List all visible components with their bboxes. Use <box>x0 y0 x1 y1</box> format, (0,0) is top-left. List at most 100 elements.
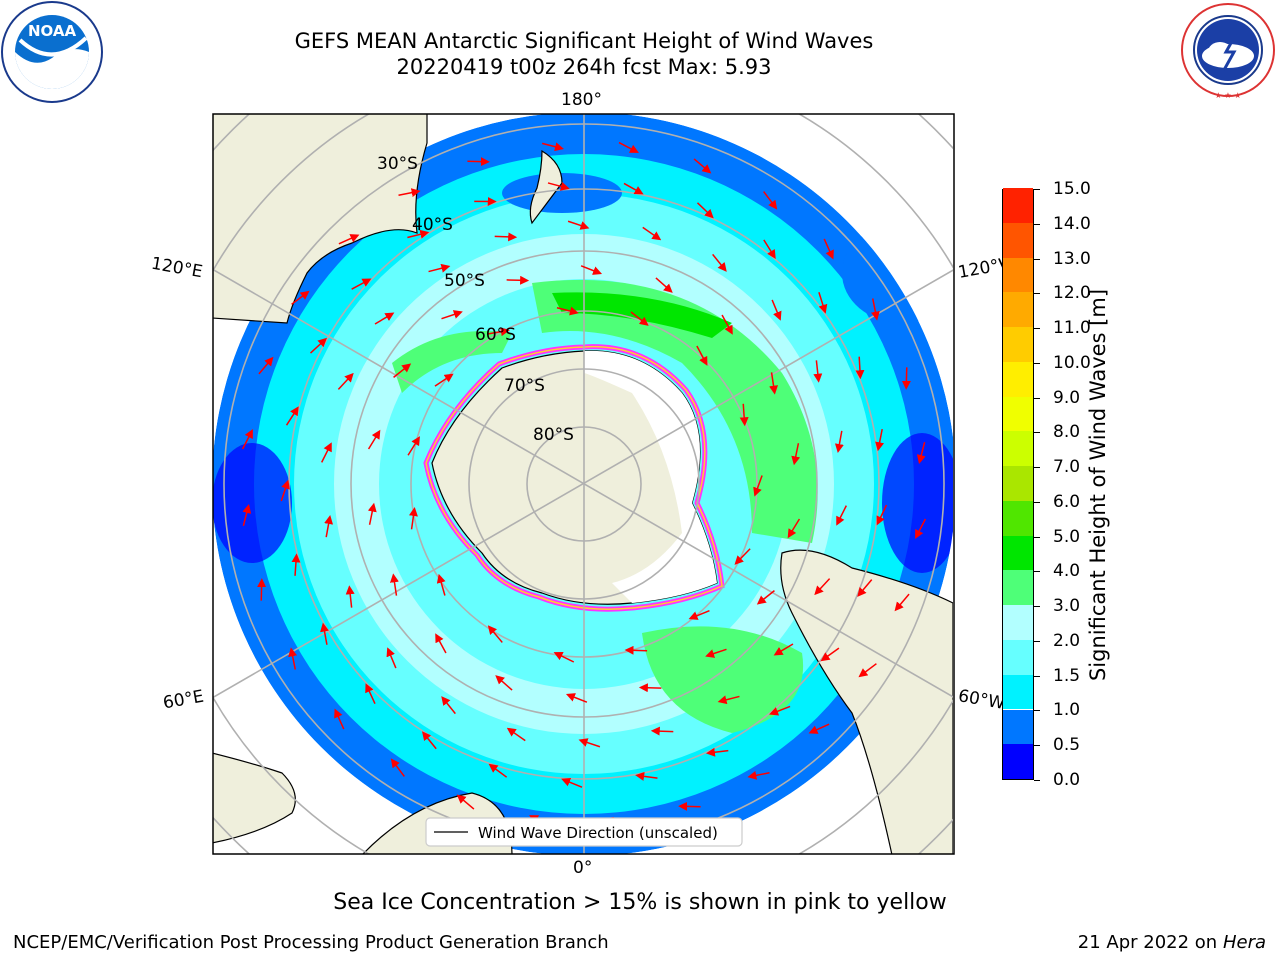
madagascar-landmass <box>213 752 296 844</box>
nws-logo-icon: ★ ★ ★ <box>1181 3 1275 100</box>
wind-wave-arrow <box>291 290 310 305</box>
wind-wave-arrow <box>650 726 674 736</box>
new-zealand-landmass <box>529 149 563 225</box>
wind-wave-arrow <box>390 758 405 777</box>
wind-wave-arrow <box>642 226 662 241</box>
colorbar-tick-label: 5.0 <box>1053 526 1081 547</box>
colorbar-tick-mark <box>1034 675 1040 677</box>
colorbar-tick-label: 10.0 <box>1053 352 1091 373</box>
wind-wave-arrow <box>390 573 399 596</box>
colorbar-tick-label: 0.0 <box>1053 770 1081 790</box>
wind-wave-arrow <box>398 188 421 198</box>
wind-wave-arrow <box>696 202 714 219</box>
colorbar-tick-mark <box>1034 293 1040 295</box>
wind-wave-arrow <box>623 182 644 195</box>
lon-label-60e: 60°E <box>161 686 206 714</box>
wind-wave-arrow <box>310 337 328 354</box>
wind-wave-arrow <box>441 696 456 715</box>
colorbar-segment <box>1003 674 1033 710</box>
wind-wave-arrow <box>421 731 437 750</box>
svg-text:★ ★ ★: ★ ★ ★ <box>1215 91 1242 100</box>
colorbar-tick-mark <box>1034 536 1040 538</box>
colorbar-tick-label: 4.0 <box>1053 561 1081 582</box>
map-legend: Wind Wave Direction (unscaled) <box>425 817 743 847</box>
colorbar-tick-label: 14.0 <box>1053 213 1091 234</box>
wind-wave-arrow <box>467 157 490 167</box>
colorbar-tick-label: 3.0 <box>1053 596 1081 617</box>
colorbar-tick-mark <box>1034 640 1040 642</box>
lat-label-80s: 80°S <box>533 425 574 445</box>
wind-wave-arrow <box>717 695 740 705</box>
wind-wave-arrow <box>407 229 430 239</box>
wind-wave-arrow <box>456 794 475 810</box>
wind-wave-arrow <box>655 277 673 293</box>
wind-wave-arrow <box>747 770 770 780</box>
wind-wave-arrow <box>556 306 579 316</box>
colorbar-tick-label: 8.0 <box>1053 422 1081 443</box>
wind-wave-arrow <box>337 372 354 390</box>
lat-label-40s: 40°S <box>412 215 453 235</box>
wind-wave-arrow <box>324 515 334 538</box>
wind-wave-arrow <box>338 234 360 245</box>
wind-wave-arrow <box>834 430 844 453</box>
map-frame <box>212 113 955 855</box>
wind-wave-arrow <box>753 475 763 497</box>
wind-wave-arrow <box>901 367 911 390</box>
wind-wave-arrow <box>257 578 267 601</box>
wind-wave-arrow <box>875 429 884 452</box>
colorbar-segment <box>1003 188 1033 223</box>
colorbar-segment <box>1003 639 1033 675</box>
colorbar-tick-mark <box>1034 432 1040 434</box>
colorbar-segment <box>1003 222 1033 258</box>
wind-wave-arrows <box>241 141 927 827</box>
wind-wave-arrow <box>242 504 252 527</box>
colorbar-segment <box>1003 396 1033 432</box>
wind-wave-arrow <box>771 299 782 321</box>
wind-wave-arrow <box>734 548 751 565</box>
lon-label-120e: 120°E <box>149 253 205 283</box>
wind-wave-arrow <box>291 553 301 576</box>
wind-wave-arrow <box>436 573 446 596</box>
legend-label: Wind Wave Direction (unscaled) <box>478 824 718 842</box>
wind-wave-arrow <box>763 191 778 210</box>
colorbar-tick-label: 1.5 <box>1053 665 1081 686</box>
wind-wave-arrow <box>434 373 454 387</box>
wind-wave-arrow <box>393 363 412 378</box>
colorbar-tick-label: 1.0 <box>1053 700 1081 721</box>
wind-wave-arrow <box>818 292 828 314</box>
wind-wave-arrow <box>495 675 513 691</box>
wind-wave-arrow <box>374 312 395 325</box>
sea-ice-note: Sea Ice Concentration > 15% is shown in … <box>333 890 947 915</box>
colorbar-tick-mark <box>1034 710 1040 712</box>
wind-wave-arrow <box>506 727 526 742</box>
wind-wave-arrow <box>769 705 791 716</box>
wind-wave-arrow <box>836 505 848 526</box>
wind-wave-arrow <box>285 406 299 426</box>
south-america-landmass <box>780 549 953 854</box>
noaa-logo-icon: NOAA <box>1 1 103 103</box>
colorbar-segment <box>1003 327 1033 362</box>
wind-wave-arrow <box>705 648 727 658</box>
colorbar-tick-mark <box>1034 223 1040 225</box>
colorbar-tick-label: 12.0 <box>1053 283 1091 304</box>
lat-label-30s: 30°S <box>377 154 418 174</box>
wind-wave-arrow <box>241 429 253 450</box>
wind-wave-arrow <box>441 310 463 320</box>
colorbar-segment <box>1003 466 1033 501</box>
lat-label-50s: 50°S <box>444 271 485 291</box>
wind-wave-arrow <box>334 708 345 730</box>
colorbar-tick-mark <box>1034 258 1040 260</box>
colorbar-tick-mark <box>1034 328 1040 330</box>
colorbar-tick-mark <box>1034 571 1040 573</box>
colorbar-tick-label: 15.0 <box>1053 179 1091 199</box>
colorbar-tick-label: 6.0 <box>1053 491 1081 512</box>
wind-wave-arrow <box>367 429 381 450</box>
colorbar-tick-label: 7.0 <box>1053 457 1081 478</box>
wind-wave-arrow <box>320 442 332 463</box>
wind-wave-arrow <box>855 356 865 380</box>
wind-wave-arrow <box>541 142 564 152</box>
colorbar <box>1002 188 1034 780</box>
wind-wave-arrow <box>678 801 701 811</box>
wind-wave-arrow <box>813 360 823 383</box>
chart-subtitle: 20220419 t00z 264h fcst Max: 5.93 <box>396 55 772 79</box>
